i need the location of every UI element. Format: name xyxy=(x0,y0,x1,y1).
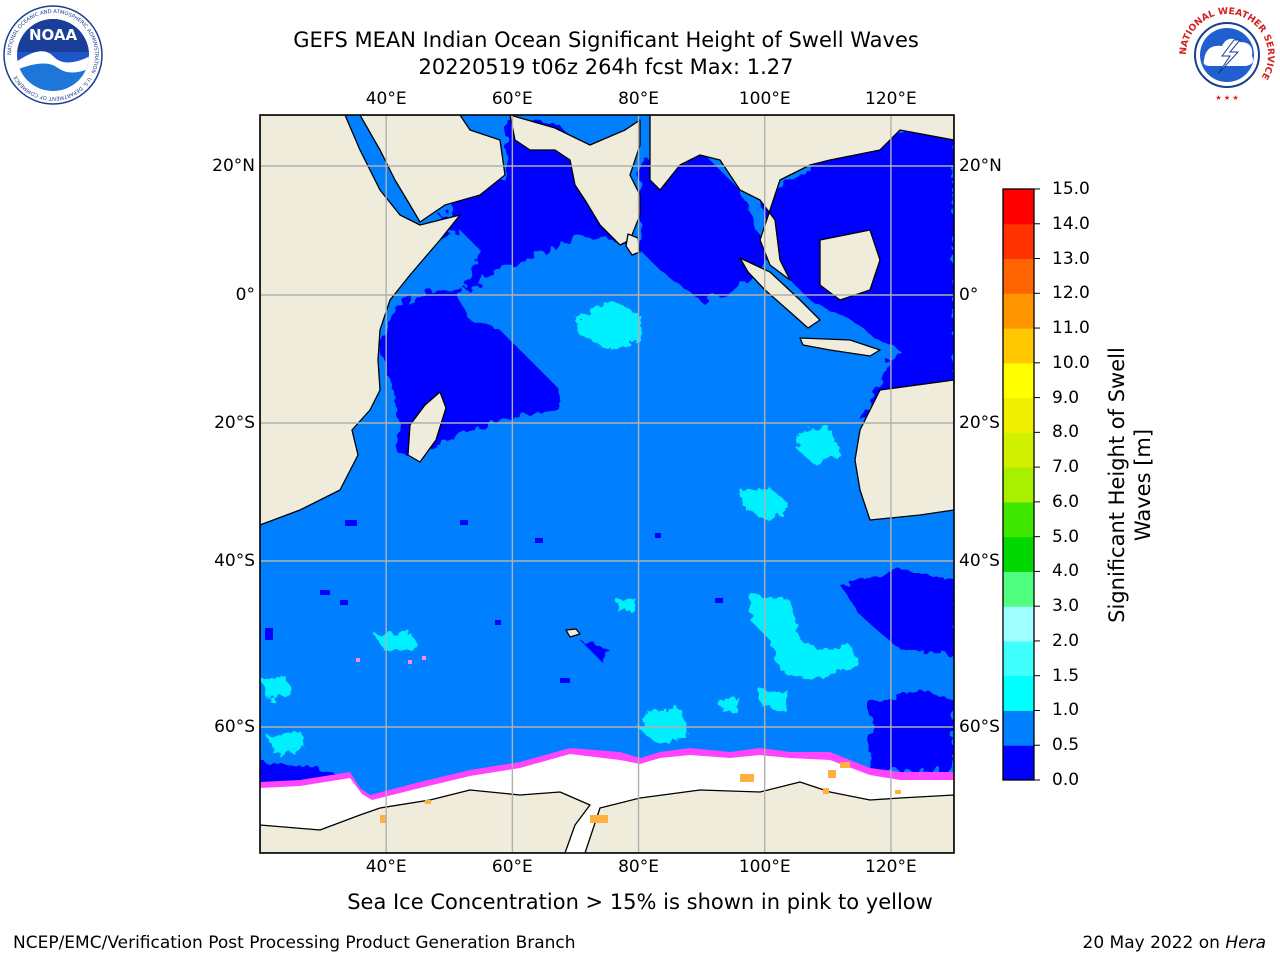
colorbar xyxy=(1003,188,1040,781)
lon-label-bottom: 120°E xyxy=(865,857,917,877)
colorbar-tick-label: 0.0 xyxy=(1052,770,1080,790)
lon-label-bottom: 40°E xyxy=(365,857,407,877)
lon-label-top: 60°E xyxy=(491,89,533,109)
credits: NCEP/EMC/Verification Post Processing Pr… xyxy=(13,933,576,953)
run-date-text: 20 May 2022 on xyxy=(1082,933,1226,953)
colorbar-tick-label: 7.0 xyxy=(1052,457,1080,478)
colorbar-segment xyxy=(1003,223,1034,260)
colorbar-tick-label: 14.0 xyxy=(1052,213,1090,234)
colorbar-segment xyxy=(1003,189,1034,225)
chart-subtitle: 20220519 t06z 264h fcst Max: 1.27 xyxy=(418,55,794,79)
colorbar-segment xyxy=(1003,293,1034,329)
map-frame xyxy=(259,114,955,854)
sea-ice-pink-spots xyxy=(356,656,426,664)
lat-label-right: 0° xyxy=(959,285,979,305)
lat-label-right: 60°S xyxy=(959,717,1000,737)
chart-title: GEFS MEAN Indian Ocean Significant Heigh… xyxy=(293,28,919,52)
sea-ice-note: Sea Ice Concentration > 15% is shown in … xyxy=(347,890,933,914)
kerguelen xyxy=(565,628,581,638)
colorbar-tick-label: 10.0 xyxy=(1052,352,1090,373)
colorbar-segment xyxy=(1003,536,1034,572)
colorbar-tick-label: 1.0 xyxy=(1052,700,1080,721)
svg-text:★ ★ ★: ★ ★ ★ xyxy=(1215,94,1238,102)
java xyxy=(799,337,881,357)
scattered-low-patches xyxy=(265,520,723,683)
noaa-logo: NATIONAL OCEANIC AND ATMOSPHERIC ADMINIS… xyxy=(3,5,103,105)
colorbar-segment xyxy=(1003,432,1034,468)
lat-label-right: 20°N xyxy=(959,156,1002,176)
lat-label-left: 60°S xyxy=(214,717,255,737)
sumatra xyxy=(739,257,821,329)
lat-label-right: 40°S xyxy=(959,551,1000,571)
colorbar-segment xyxy=(1003,328,1034,364)
lon-label-top: 80°E xyxy=(618,89,659,109)
colorbar-segment xyxy=(1003,258,1034,294)
lon-label-bottom: 100°E xyxy=(738,857,791,877)
lat-label-left: 20°S xyxy=(214,413,255,433)
colorbar-label: Significant Height of Swell Waves [m] xyxy=(1105,347,1155,623)
lat-label-left: 0° xyxy=(235,285,255,305)
colorbar-segment xyxy=(1003,710,1034,746)
colorbar-tick-label: 15.0 xyxy=(1052,179,1090,199)
svg-text:NOAA: NOAA xyxy=(29,26,78,44)
colorbar-tick-label: 6.0 xyxy=(1052,491,1080,512)
colorbar-segment xyxy=(1003,606,1034,642)
borneo xyxy=(819,229,881,301)
colorbar-segment xyxy=(1003,467,1034,503)
colorbar-tick-label: 1.5 xyxy=(1052,665,1080,686)
australia xyxy=(854,379,954,521)
colorbar-tick-label: 8.0 xyxy=(1052,422,1080,443)
cyan-swell-patches xyxy=(262,300,860,755)
lon-label-top: 100°E xyxy=(738,89,791,109)
sri-lanka xyxy=(625,233,641,256)
colorbar-tick-label: 2.0 xyxy=(1052,630,1080,651)
colorbar-frame xyxy=(1002,188,1035,781)
colorbar-segment xyxy=(1003,571,1034,607)
run-date: 20 May 2022 on Hera xyxy=(1083,933,1267,953)
colorbar-segment xyxy=(1003,675,1034,711)
colorbar-tick-label: 13.0 xyxy=(1052,248,1090,269)
colorbar-tick-label: 5.0 xyxy=(1052,526,1080,547)
lat-label-left: 40°S xyxy=(214,551,255,571)
lon-label-top: 120°E xyxy=(865,89,917,109)
arabia xyxy=(359,115,506,223)
colorbar-tick-label: 9.0 xyxy=(1052,387,1080,408)
machine-name: Hera xyxy=(1225,933,1266,953)
lon-label-top: 40°E xyxy=(365,89,407,109)
madagascar xyxy=(407,391,447,463)
colorbar-segment xyxy=(1003,362,1034,399)
antarctica-east xyxy=(584,781,954,853)
colorbar-tick-label: 0.5 xyxy=(1052,735,1080,756)
lon-label-bottom: 60°E xyxy=(491,857,533,877)
se-asia xyxy=(649,115,954,281)
colorbar-tick-label: 4.0 xyxy=(1052,561,1080,582)
colorbar-tick-label: 3.0 xyxy=(1052,596,1080,617)
lat-label-left: 20°N xyxy=(212,156,255,176)
lat-label-right: 20°S xyxy=(959,413,1000,433)
colorbar-segment xyxy=(1003,397,1034,433)
colorbar-segment xyxy=(1003,745,1034,781)
colorbar-segment xyxy=(1003,501,1034,538)
lon-label-bottom: 80°E xyxy=(618,857,659,877)
colorbar-tick-label: 12.0 xyxy=(1052,283,1090,304)
gridlines xyxy=(260,115,954,853)
antarctica xyxy=(260,789,591,853)
colorbar-segment xyxy=(1003,640,1034,677)
colorbar-tick-label: 11.0 xyxy=(1052,318,1090,339)
sea-ice-spots xyxy=(380,762,901,823)
nws-logo: NATIONAL WEATHER SERVICE ★ ★ ★ xyxy=(1178,6,1276,104)
